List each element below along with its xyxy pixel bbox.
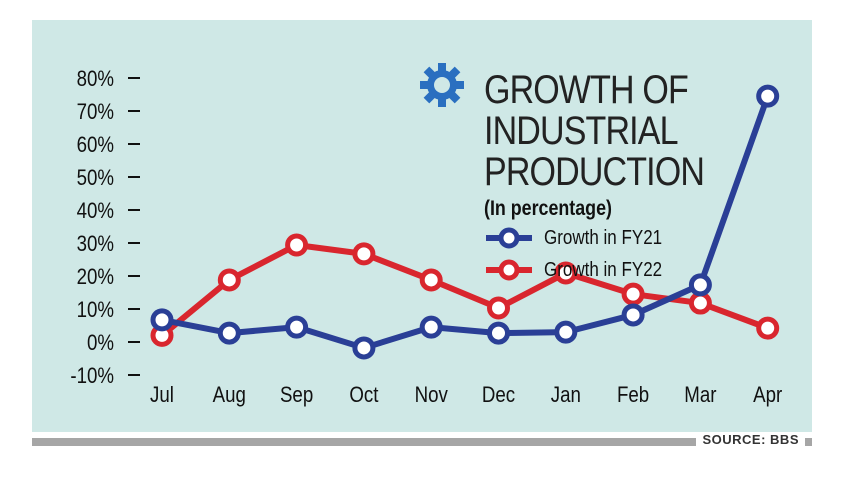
x-tick-label: Jul <box>150 384 174 408</box>
x-tick-label: Feb <box>617 384 649 408</box>
x-tick-label: Apr <box>753 384 782 408</box>
legend-item-fy22: Growth in FY22 <box>484 258 683 282</box>
data-point-fy21 <box>554 320 578 344</box>
data-point-fy22 <box>217 268 241 292</box>
data-point-fy21 <box>419 315 443 339</box>
x-tick-label: Dec <box>482 384 515 408</box>
gear-icon <box>420 63 464 107</box>
x-tick-label: Nov <box>415 384 449 408</box>
x-tick-label: Sep <box>280 384 313 408</box>
y-tick-label: 0% <box>87 332 114 356</box>
data-point-fy21 <box>352 336 376 360</box>
legend-marker-fy21 <box>486 227 532 249</box>
footer-bar <box>32 438 812 446</box>
data-point-fy21 <box>487 321 510 345</box>
title-line: GROWTH OF <box>484 68 689 112</box>
legend-marker-fy22 <box>486 259 532 281</box>
data-point-fy22 <box>285 233 309 257</box>
chart-title: GROWTH OF INDUSTRIAL PRODUCTION <box>484 68 705 194</box>
data-point-fy21 <box>285 315 309 339</box>
data-point-fy22 <box>756 316 780 340</box>
y-tick-label: 40% <box>77 200 114 224</box>
title-line: PRODUCTION <box>484 150 705 194</box>
y-tick-label: 70% <box>77 101 114 125</box>
line-chart: 80% 70% 60% 50% 40% 30% 20% 10% 0% -10% Jul Aug Sep O… <box>70 68 782 408</box>
data-point-fy21 <box>150 308 174 332</box>
x-tick-label: Oct <box>349 384 378 408</box>
y-tick-label: 30% <box>77 233 114 257</box>
chart-subtitle: (In percentage) <box>484 197 612 220</box>
data-point-fy21 <box>688 273 712 297</box>
data-point-fy22 <box>419 268 443 292</box>
y-tick-label: 60% <box>77 134 114 158</box>
data-point-fy22 <box>487 296 510 320</box>
x-tick-label: Jan <box>551 384 581 408</box>
data-point-fy21 <box>621 303 645 327</box>
data-point-fy22 <box>352 242 376 266</box>
data-point-fy22 <box>554 261 578 285</box>
chart-panel: 80% 70% 60% 50% 40% 30% 20% 10% 0% -10% Jul Aug Sep O… <box>32 20 812 432</box>
x-tick-label: Aug <box>213 384 246 408</box>
series-line-fy21 <box>161 95 771 351</box>
data-point-fy21 <box>217 321 241 345</box>
x-tick-label: Mar <box>684 384 716 408</box>
y-tick-label: 10% <box>77 299 114 323</box>
source-label: SOURCE: BBS <box>696 432 805 447</box>
y-tick-label: 50% <box>77 167 114 191</box>
y-tick-label: 80% <box>77 68 114 92</box>
data-point-fy22 <box>621 282 645 306</box>
data-point-fy21 <box>756 84 780 108</box>
y-tick-label: -10% <box>70 365 114 389</box>
data-point-fy22 <box>688 291 712 315</box>
y-tick-label: 20% <box>77 266 114 290</box>
legend-label: Growth in FY22 <box>544 259 663 281</box>
legend-label: Growth in FY21 <box>544 227 663 249</box>
title-line: INDUSTRIAL <box>484 109 678 153</box>
legend-item-fy21: Growth in FY21 <box>484 226 683 250</box>
